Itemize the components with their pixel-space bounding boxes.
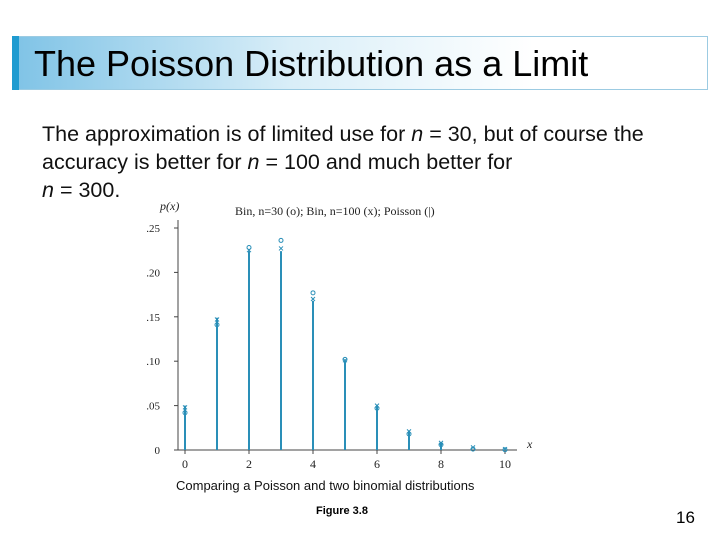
figure-label: Figure 3.8 bbox=[316, 505, 368, 517]
x-axis-label: x bbox=[526, 437, 533, 451]
title-bar bbox=[12, 36, 708, 90]
x-marker-stroke bbox=[438, 440, 444, 446]
x-marker-stroke bbox=[214, 317, 220, 322]
x-marker-stroke bbox=[470, 444, 476, 450]
binomial-n100-point bbox=[374, 403, 380, 408]
y-axis-label: p(x) bbox=[159, 199, 179, 213]
binomial-n100-point bbox=[502, 446, 508, 452]
x-marker-stroke bbox=[310, 296, 316, 302]
slide-body-text: The approximation is of limited use for … bbox=[42, 120, 702, 204]
binomial-n30-point bbox=[342, 356, 348, 362]
binomial-n100-point bbox=[278, 246, 284, 251]
binomial-n100-point bbox=[246, 247, 252, 253]
binomial-n100-point bbox=[438, 440, 444, 446]
binomial-n30-point bbox=[182, 410, 188, 416]
slide-title: The Poisson Distribution as a Limit bbox=[34, 43, 589, 84]
binomial-n30-point bbox=[502, 447, 508, 453]
binomial-n100-point bbox=[342, 357, 348, 363]
y-tick-label: .05 bbox=[146, 401, 160, 413]
y-tick-label: .10 bbox=[146, 356, 160, 368]
x-tick-label: 10 bbox=[499, 457, 511, 471]
legend-text: Bin, n=30 (o); Bin, n=100 (x); Poisson (… bbox=[235, 204, 435, 218]
body-text-variable: n bbox=[42, 178, 54, 202]
binomial-n100-point bbox=[406, 428, 412, 434]
x-marker-stroke bbox=[278, 246, 284, 251]
y-tick-label: .15 bbox=[146, 312, 160, 324]
poisson-binomial-chart: 0 .05 .10 .15 .20 .25 0 2 4 6 8 10 p(x) x Bin, n=30 (o… bbox=[130, 190, 550, 480]
page-number: 16 bbox=[676, 508, 695, 527]
x-marker-stroke bbox=[406, 428, 412, 434]
binomial-n100-point bbox=[214, 317, 220, 322]
body-text-part: = 30, but of course the accuracy is bett… bbox=[42, 122, 644, 174]
x-tick-label: 8 bbox=[438, 457, 444, 471]
x-tick-label: 0 bbox=[182, 457, 188, 471]
body-text-part: = 300. bbox=[53, 178, 121, 202]
binomial-n30-point bbox=[310, 290, 316, 296]
x-marker-stroke bbox=[342, 357, 348, 363]
binomial-n100-point bbox=[310, 296, 316, 302]
binomial-n30-point bbox=[214, 322, 220, 328]
x-marker-stroke bbox=[374, 403, 380, 408]
body-text-variable: n bbox=[411, 122, 424, 146]
x-tick-label: 4 bbox=[310, 457, 316, 471]
y-tick-label: 0 bbox=[155, 445, 161, 457]
chart-caption: Comparing a Poisson and two binomial dis… bbox=[176, 478, 475, 493]
x-tick-label: 2 bbox=[246, 457, 252, 471]
x-marker-stroke bbox=[502, 446, 508, 452]
body-text-variable: n bbox=[247, 150, 260, 174]
x-marker-stroke bbox=[182, 405, 188, 410]
body-text-part: The approximation is of limited use for bbox=[42, 122, 412, 146]
binomial-n100-point bbox=[470, 444, 476, 450]
title-accent-bar bbox=[12, 36, 19, 90]
x-marker-stroke bbox=[246, 247, 252, 253]
binomial-n100-point bbox=[182, 405, 188, 410]
chart-svg: 0 .05 .10 .15 .20 .25 0 2 4 6 8 10 p(x) x Bin, n=30 (o… bbox=[146, 199, 533, 471]
y-tick-label: .25 bbox=[146, 223, 160, 235]
binomial-n30-point bbox=[278, 237, 284, 243]
body-text-part: = 100 and much better for bbox=[259, 150, 513, 174]
y-tick-label: .20 bbox=[146, 267, 160, 279]
x-tick-label: 6 bbox=[374, 457, 380, 471]
